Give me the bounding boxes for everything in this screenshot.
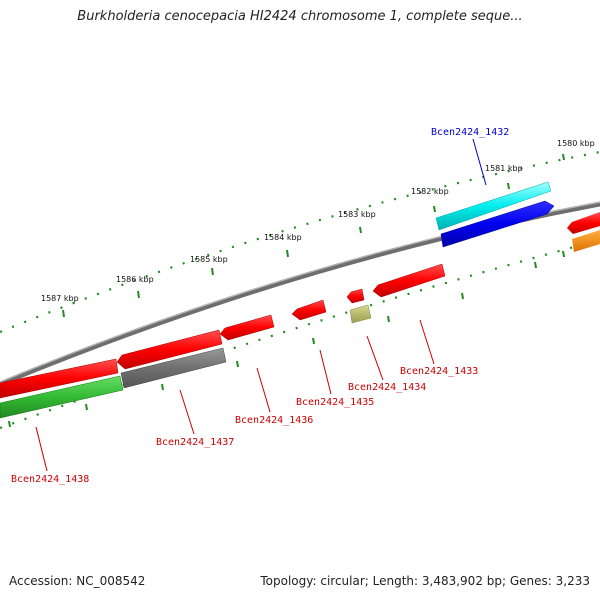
leader-line-1437 bbox=[179, 389, 195, 435]
leader-line-1438 bbox=[35, 426, 48, 472]
outer-scale-dots bbox=[0, 150, 600, 334]
scale-label-1585: 1585 kbp bbox=[190, 255, 228, 264]
genome-summary-text: Topology: circular; Length: 3,483,902 bp… bbox=[260, 574, 590, 588]
genome-backbone-highlight bbox=[0, 201, 600, 383]
scale-label-1580: 1580 kbp bbox=[557, 139, 595, 148]
gene-label-1433[interactable]: Bcen2424_1433 bbox=[400, 366, 478, 377]
gene-bar-1433[interactable] bbox=[372, 263, 446, 298]
accession-text: Accession: NC_008542 bbox=[9, 574, 146, 588]
scale-label-1584: 1584 kbp bbox=[264, 233, 302, 242]
leader-line-1436 bbox=[256, 367, 271, 413]
scale-label-1582: 1582 kbp bbox=[411, 187, 449, 196]
leader-line-1435 bbox=[319, 349, 332, 395]
gene-label-1437[interactable]: Bcen2424_1437 bbox=[156, 437, 234, 448]
gene-label-1438[interactable]: Bcen2424_1438 bbox=[11, 474, 89, 485]
gene-bar-1436[interactable] bbox=[219, 314, 275, 341]
scale-label-1583: 1583 kbp bbox=[338, 210, 376, 219]
gene-label-1436[interactable]: Bcen2424_1436 bbox=[235, 415, 313, 426]
gene-bar-partial-top-right[interactable] bbox=[567, 212, 600, 234]
inner-scale-ticks bbox=[8, 250, 565, 428]
gene-bar-1435[interactable] bbox=[291, 299, 327, 321]
gene-label-1432[interactable]: Bcen2424_1432 bbox=[431, 127, 509, 138]
scale-label-1581: 1581 kbp bbox=[485, 164, 523, 173]
gene-bar-1434-misc[interactable] bbox=[349, 304, 372, 324]
leader-line-1434 bbox=[366, 335, 384, 381]
gene-label-1434[interactable]: Bcen2424_1434 bbox=[348, 382, 426, 393]
map-title: Burkholderia cenocepacia HI2424 chromoso… bbox=[77, 9, 523, 24]
gene-bar-partial-orange[interactable] bbox=[572, 230, 600, 252]
outer-scale-ticks bbox=[62, 153, 565, 318]
gene-bar-1432-cds[interactable] bbox=[435, 181, 552, 231]
gene-bar-1437[interactable] bbox=[116, 329, 223, 370]
leader-line-1432 bbox=[472, 138, 487, 186]
gene-bar-1437-cds[interactable] bbox=[120, 347, 227, 389]
gene-label-1435[interactable]: Bcen2424_1435 bbox=[296, 397, 374, 408]
gene-bar-1434[interactable] bbox=[346, 288, 365, 304]
leader-line-1433 bbox=[419, 319, 435, 365]
genome-backbone bbox=[0, 201, 600, 387]
gene-bar-1438[interactable] bbox=[0, 358, 119, 399]
scale-label-1586: 1586 kbp bbox=[116, 275, 154, 284]
gene-bar-1438-cds[interactable] bbox=[0, 375, 124, 419]
gene-bar-1432[interactable] bbox=[440, 200, 555, 248]
scale-label-1587: 1587 kbp bbox=[41, 294, 79, 303]
